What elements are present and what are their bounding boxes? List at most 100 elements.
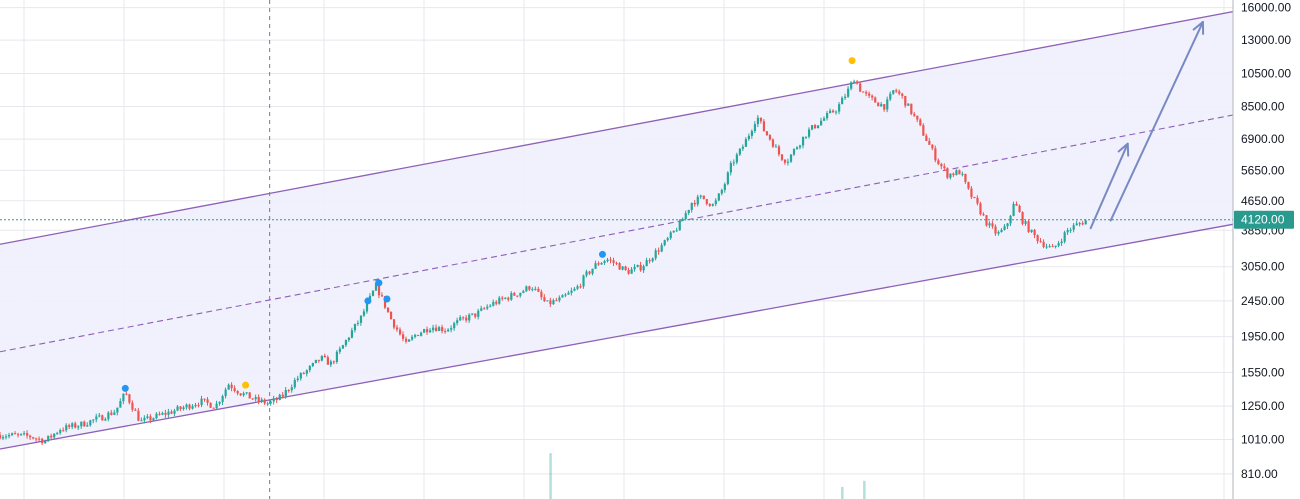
candle-up — [519, 292, 522, 296]
candle-up — [810, 125, 814, 130]
candle-up — [477, 310, 480, 317]
candle-up — [1012, 203, 1015, 216]
candle-up — [80, 421, 83, 427]
candle-down — [1036, 235, 1039, 242]
candle-down — [768, 135, 772, 140]
price-axis-tick-label: 670.00 — [1241, 497, 1278, 499]
candle-down — [188, 404, 191, 409]
candle-up — [284, 389, 287, 397]
candle-down — [780, 154, 784, 160]
candle-down — [401, 334, 405, 339]
candle-down — [952, 173, 955, 176]
candle-up — [185, 404, 188, 408]
price-axis[interactable]: 16000.00 13000.00 10500.00 8500.00 6900.00 56… — [1232, 0, 1300, 499]
candle-down — [377, 282, 381, 296]
candle-up — [561, 295, 564, 298]
candle-up — [829, 110, 832, 114]
candle-down — [465, 317, 468, 321]
candle-up — [886, 99, 889, 110]
candle-down — [762, 121, 766, 132]
candle-up — [260, 399, 263, 402]
price-axis-tick-label: 810.00 — [1241, 467, 1278, 481]
candle-down — [404, 338, 408, 342]
candle-up — [1048, 246, 1051, 248]
candle-down — [874, 97, 877, 103]
candle-down — [609, 259, 612, 261]
candle-down — [901, 93, 904, 96]
candle-up — [1009, 215, 1012, 224]
candlestick-series[interactable] — [0, 79, 1087, 445]
candle-down — [865, 92, 868, 94]
candle-down — [708, 203, 711, 206]
event-marker-blue — [121, 384, 129, 392]
candle-down — [1039, 241, 1042, 243]
candle-up — [1003, 226, 1006, 230]
projection-arrow-head — [1117, 142, 1130, 157]
candle-up — [955, 170, 958, 176]
volume-bar — [863, 480, 866, 499]
candle-down — [287, 389, 290, 391]
price-axis-tick-label: 8500.00 — [1241, 99, 1285, 113]
candle-up — [414, 334, 417, 337]
candle-down — [1027, 221, 1030, 233]
candle-up — [362, 311, 366, 316]
price-axis-tick-label: 16000.00 — [1241, 1, 1291, 15]
candle-up — [717, 193, 720, 201]
candle-up — [155, 413, 158, 419]
candle-up — [432, 327, 435, 331]
candle-up — [714, 200, 717, 205]
candle-down — [1033, 229, 1036, 236]
candle-down — [597, 263, 600, 265]
candle-down — [871, 95, 874, 98]
candle-up — [696, 196, 699, 205]
candle-down — [197, 404, 200, 406]
projection-arrow-head — [1192, 20, 1205, 35]
candle-down — [17, 434, 20, 436]
channel-lower-line[interactable] — [0, 223, 1234, 450]
candle-up — [558, 297, 561, 301]
candle-down — [248, 392, 251, 399]
candle-up — [1006, 223, 1009, 227]
candle-up — [290, 387, 293, 391]
candle-up — [699, 195, 702, 197]
candle-down — [495, 301, 498, 304]
candle-up — [633, 266, 636, 270]
candle-up — [1045, 246, 1048, 248]
candle-down — [771, 139, 775, 147]
candle-down — [588, 271, 591, 274]
candle-up — [423, 329, 426, 333]
candle-up — [245, 392, 248, 394]
candle-down — [462, 317, 465, 319]
candle-up — [826, 113, 829, 119]
candle-up — [5, 436, 8, 438]
candle-down — [528, 286, 531, 290]
candle-up — [1078, 223, 1081, 225]
candle-up — [801, 136, 805, 146]
candle-up — [182, 407, 185, 410]
candle-up — [98, 415, 101, 417]
candle-up — [1057, 243, 1060, 246]
event-markers[interactable] — [121, 57, 856, 392]
channel-upper-line[interactable] — [0, 10, 1234, 245]
candle-up — [314, 359, 317, 364]
candle-down — [549, 300, 552, 305]
candle-down — [435, 327, 438, 332]
candle-down — [395, 327, 399, 330]
candle-up — [741, 146, 745, 149]
candle-up — [630, 269, 633, 274]
candle-up — [582, 275, 585, 287]
candle-up — [690, 202, 693, 210]
candle-up — [194, 404, 197, 407]
candle-up — [807, 129, 811, 137]
candle-down — [579, 286, 582, 288]
candle-down — [131, 402, 134, 410]
candle-down — [979, 203, 982, 215]
price-axis-tick-label: 4650.00 — [1241, 194, 1285, 208]
candle-down — [50, 435, 53, 438]
projection-arrows[interactable] — [1089, 20, 1205, 230]
candle-up — [56, 432, 59, 434]
candle-up — [119, 401, 122, 408]
candle-up — [534, 288, 537, 290]
candle-down — [931, 144, 934, 149]
